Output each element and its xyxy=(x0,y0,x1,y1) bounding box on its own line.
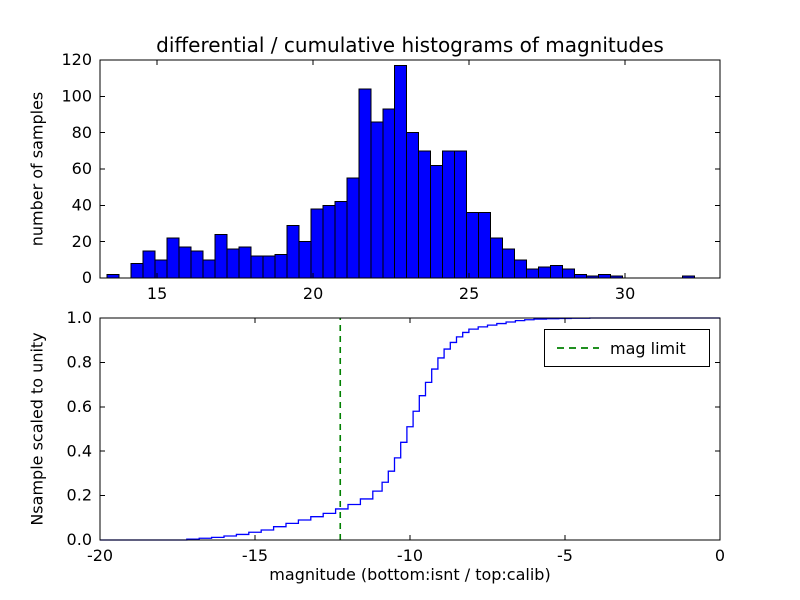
y-tick-label: 80 xyxy=(72,123,92,142)
x-tick-label: 30 xyxy=(615,284,635,303)
histogram-bar xyxy=(322,204,336,279)
histogram-bar xyxy=(466,212,480,279)
y-tick-label: 0.8 xyxy=(67,353,92,372)
axes-frame-group xyxy=(99,59,721,279)
y-tick-label: 0.2 xyxy=(67,486,92,505)
histogram-bar xyxy=(142,250,156,279)
bottom-cumulative-axes: -20 -15 -10 -5 0 0.0 0.2 0.4 0.6 0.8 1.0 xyxy=(67,308,726,565)
y-tick-label: 1.0 xyxy=(67,308,92,327)
histogram-bar xyxy=(346,177,360,279)
bottom-y-axis-label: Nsample scaled to unity xyxy=(27,332,47,526)
y-tick-label: 60 xyxy=(72,159,92,178)
y-tick-label: 120 xyxy=(61,50,92,69)
histogram-bar xyxy=(442,150,456,279)
y-tick-label: 40 xyxy=(72,195,92,214)
x-tick-label: 25 xyxy=(459,284,479,303)
histogram-bar xyxy=(358,88,372,279)
histogram-bar xyxy=(262,255,276,279)
x-tick-label: 15 xyxy=(147,284,167,303)
histogram-bar xyxy=(250,255,264,279)
histogram-bar xyxy=(106,273,120,279)
histogram-bar xyxy=(550,264,563,279)
histogram-bar xyxy=(573,273,587,279)
histogram-bar xyxy=(190,250,204,279)
histogram-bar xyxy=(166,237,180,279)
y-tick-label: 100 xyxy=(61,86,92,105)
histogram-bar xyxy=(286,224,300,279)
histogram-bar xyxy=(214,233,228,279)
histogram-bar xyxy=(430,164,444,279)
histogram-bar xyxy=(130,262,144,279)
chart-title: differential / cumulative histograms of … xyxy=(156,33,664,57)
histogram-bar xyxy=(418,150,432,279)
x-tick-label: 0 xyxy=(715,546,725,565)
legend-label: mag limit xyxy=(610,338,686,358)
x-tick-label: -15 xyxy=(242,546,268,565)
histogram-bar xyxy=(526,268,540,279)
histogram-bar xyxy=(406,132,420,279)
histogram-bar xyxy=(238,246,252,279)
x-tick-label: 20 xyxy=(303,284,323,303)
histogram-bar xyxy=(394,64,408,279)
x-tick-label: -10 xyxy=(397,546,423,565)
histogram-bars xyxy=(106,64,695,279)
histogram-bar xyxy=(490,237,504,279)
top-y-axis-label: number of samples xyxy=(27,91,47,247)
histogram-bar xyxy=(514,259,528,279)
histogram-bar xyxy=(310,208,324,279)
y-tick-label: 0 xyxy=(82,268,92,287)
x-axis-label: magnitude (bottom:isnt / top:calib) xyxy=(269,565,551,584)
y-tick-label: 0.4 xyxy=(67,441,92,460)
histogram-bar xyxy=(454,150,468,279)
y-tick-label: 0.6 xyxy=(67,397,92,416)
histogram-bar xyxy=(298,241,312,279)
legend-dash-icon xyxy=(557,347,599,349)
cumulative-step-line xyxy=(100,317,720,541)
histogram-bar xyxy=(370,121,384,279)
histogram-bar xyxy=(178,246,192,279)
histogram-bar xyxy=(538,266,551,279)
histogram-bar xyxy=(597,273,611,279)
histogram-bar xyxy=(334,201,348,279)
histogram-bar xyxy=(478,212,492,279)
histogram-bar xyxy=(274,253,288,279)
histogram-bar xyxy=(226,248,240,279)
y-tick-label: 20 xyxy=(72,232,92,251)
y-tick-label: 0.0 xyxy=(67,530,92,549)
x-tick-label: -5 xyxy=(557,546,573,565)
axes-frame-group xyxy=(99,317,721,541)
histogram-bar xyxy=(561,268,575,279)
legend: mag limit xyxy=(544,329,710,367)
histogram-bar xyxy=(382,108,396,279)
x-tick-label: -20 xyxy=(87,546,113,565)
histogram-bar xyxy=(502,248,516,279)
histogram-bar xyxy=(202,259,216,279)
top-histogram-axes: 15 20 25 30 0 20 40 60 80 100 120 xyxy=(61,50,721,303)
